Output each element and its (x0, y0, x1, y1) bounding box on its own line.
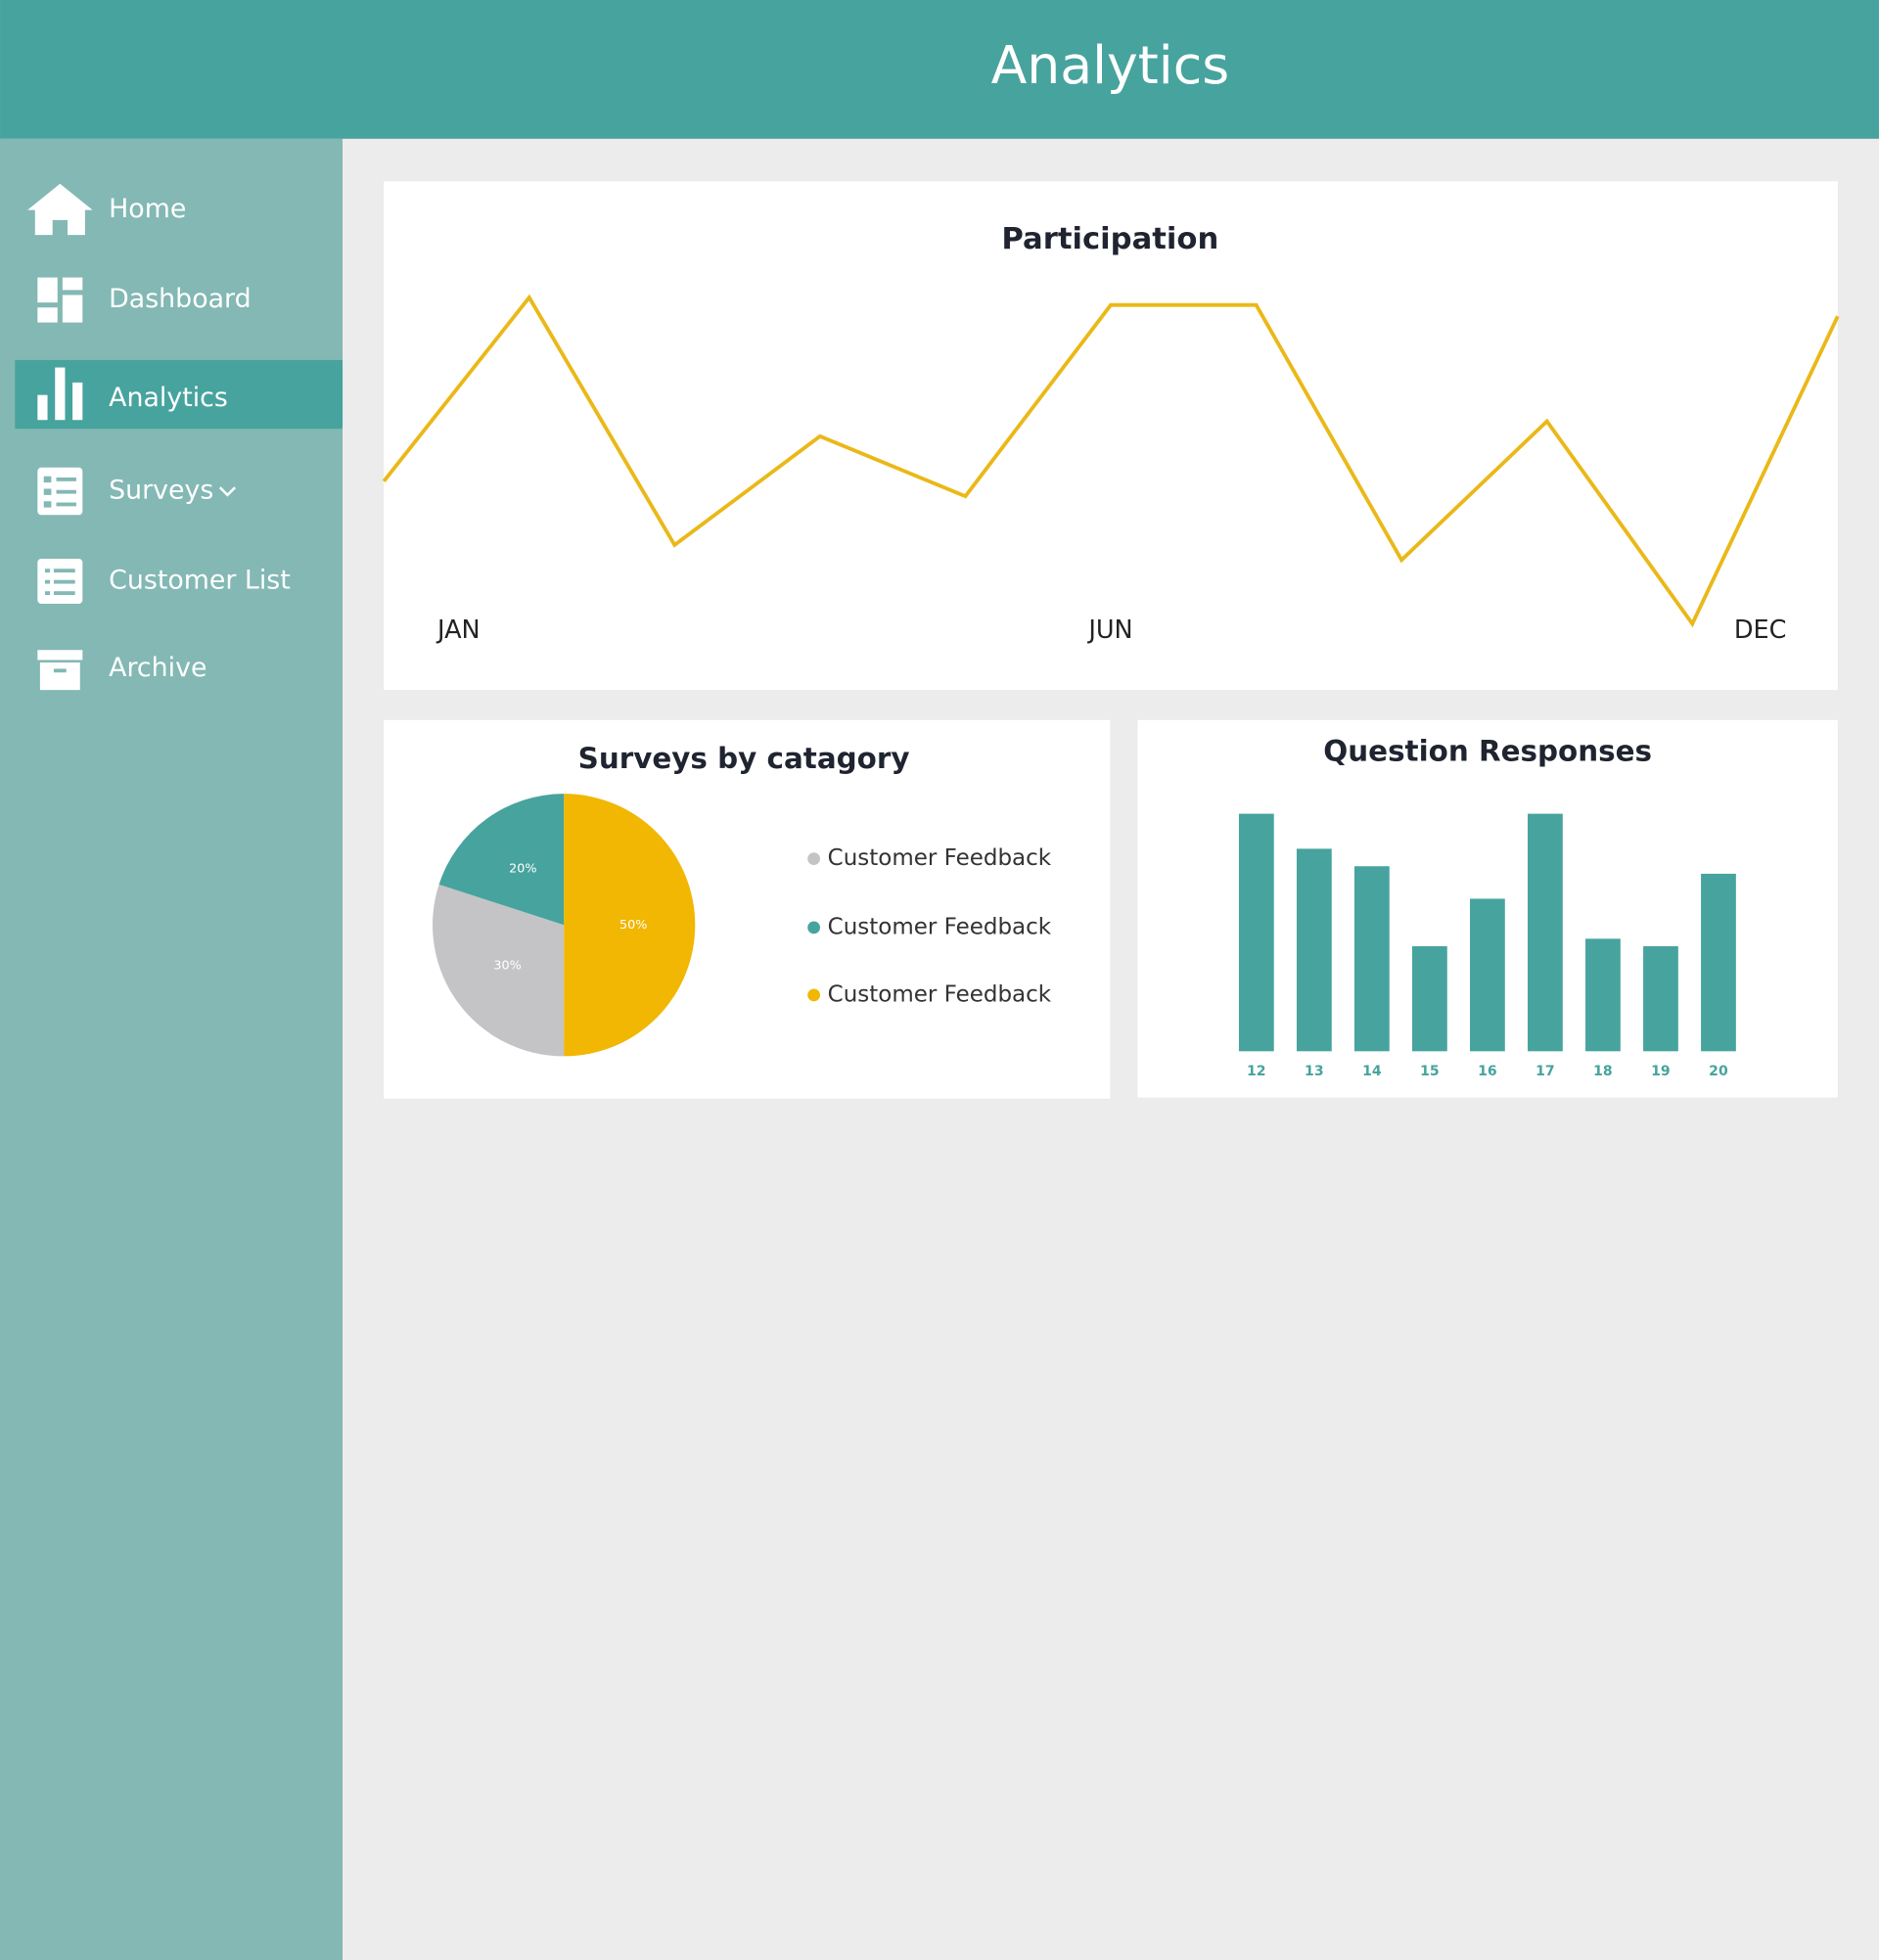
pie-slice (433, 884, 565, 1057)
slice-label: 50% (619, 918, 647, 933)
x-label: 19 (1651, 1064, 1671, 1079)
legend-dot (807, 988, 821, 1002)
dropdown-chevron[interactable] (218, 486, 237, 497)
sidebar (0, 138, 344, 1960)
x-label: JUN (1086, 615, 1132, 645)
nav-item[interactable]: Analytics (109, 383, 228, 413)
bar (1528, 813, 1563, 1052)
nav-item[interactable]: Home (109, 194, 186, 224)
nav-item[interactable]: Customer List (109, 566, 291, 596)
chart-title: Participation (1001, 222, 1218, 256)
chart-title: Question Responses (1323, 735, 1652, 768)
icons (27, 183, 93, 691)
legend-label: Customer Feedback (828, 845, 1052, 871)
dashboard-icon (37, 277, 83, 323)
x-label: 12 (1247, 1064, 1266, 1079)
archive-icon (37, 650, 83, 691)
pie-slice (438, 794, 565, 926)
active-highlight (15, 359, 344, 430)
nav-item[interactable]: Archive (109, 653, 206, 683)
nav-item[interactable]: Dashboard (109, 284, 251, 314)
x-label: 13 (1305, 1064, 1324, 1079)
bar (1411, 946, 1447, 1052)
x-label: 20 (1709, 1064, 1728, 1079)
surveys-icon (37, 467, 83, 516)
slice-label: 20% (509, 861, 536, 876)
slice-label: 30% (493, 959, 521, 974)
bar (1585, 938, 1621, 1052)
header (0, 0, 1879, 139)
bar (1470, 898, 1505, 1052)
participation-line (382, 294, 1840, 628)
bar (1296, 848, 1332, 1052)
bar (1353, 866, 1390, 1052)
analytics-icon (37, 367, 83, 421)
x-label: 17 (1535, 1064, 1555, 1079)
x-label: 14 (1362, 1064, 1382, 1079)
legend-dot (807, 921, 821, 934)
customer-list-icon (37, 559, 83, 604)
page-title: Analytics (991, 34, 1230, 96)
legend-label: Customer Feedback (828, 914, 1052, 939)
home-icon (27, 183, 93, 236)
x-label: DEC (1734, 615, 1787, 645)
nav-item[interactable]: Surveys (109, 476, 213, 506)
pie-slice (564, 794, 696, 1057)
panel (384, 181, 1838, 691)
legend-label: Customer Feedback (828, 981, 1052, 1007)
chart-title: Surveys by catagory (578, 742, 910, 775)
bar (1643, 946, 1678, 1052)
legend-dot (807, 852, 821, 865)
bar (1701, 873, 1736, 1052)
x-label: 16 (1478, 1064, 1497, 1079)
x-label: JAN (435, 615, 481, 645)
bar (1238, 813, 1274, 1052)
x-label: 18 (1593, 1064, 1613, 1079)
x-label: 15 (1420, 1064, 1440, 1079)
